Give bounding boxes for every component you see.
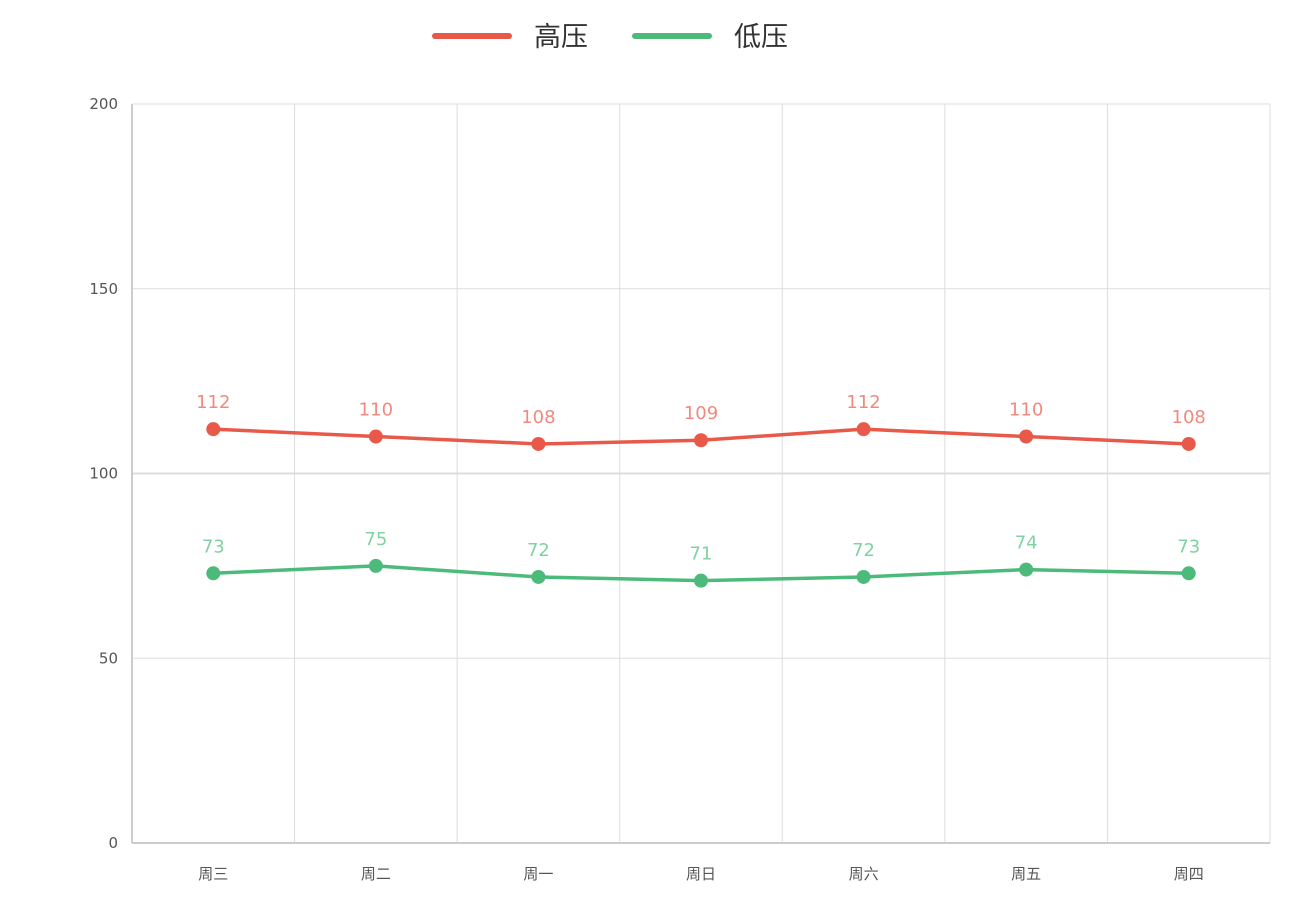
series-1: 73 75 72 71 72 74 73 [202, 529, 1200, 588]
data-point [694, 573, 708, 588]
data-label: 75 [364, 529, 387, 550]
data-point [206, 566, 221, 581]
y-tick-label: 100 [89, 465, 118, 483]
data-label: 109 [684, 403, 718, 424]
data-point [531, 569, 546, 584]
data-label: 72 [527, 540, 550, 561]
data-label: 112 [846, 392, 880, 413]
data-label: 71 [690, 544, 713, 565]
data-point [368, 558, 383, 573]
x-tick-label: 周六 [849, 865, 879, 883]
legend-swatch [432, 33, 512, 39]
x-tick-label: 周三 [198, 865, 228, 883]
series-layer: 112 110 108 109 112 110 108 73 75 72 71 72 74 73 [196, 392, 1206, 588]
data-label: 110 [359, 400, 393, 421]
data-point [368, 429, 383, 444]
x-tick-label: 周四 [1174, 865, 1204, 883]
y-tick-label: 50 [99, 649, 118, 667]
data-point [1181, 436, 1196, 451]
data-label: 73 [1177, 536, 1200, 557]
data-point [531, 436, 546, 451]
data-point [1019, 562, 1034, 577]
x-tick-label: 周日 [686, 865, 716, 883]
data-point [856, 569, 871, 584]
y-tick-label: 200 [89, 95, 118, 113]
data-label: 72 [852, 540, 875, 561]
axes: 0 50 100 150 200 周三 周二 周一 周日 周六 周五 周四 [89, 95, 1270, 883]
data-point [694, 433, 708, 448]
x-tick-label: 周二 [361, 865, 391, 883]
legend: 高压 低压 [432, 22, 788, 53]
data-point [1019, 429, 1034, 444]
series-0: 112 110 108 109 112 110 108 [196, 392, 1206, 451]
x-tick-label: 周一 [523, 865, 553, 883]
legend-swatch [632, 33, 712, 39]
data-label: 110 [1009, 400, 1043, 421]
data-point [206, 422, 221, 437]
data-label: 112 [196, 392, 230, 413]
data-label: 108 [1172, 407, 1206, 428]
data-label: 108 [521, 407, 555, 428]
grid-lines [131, 103, 1271, 844]
legend-label: 低压 [734, 22, 788, 53]
data-label: 73 [202, 536, 225, 557]
legend-item-1: 低压 [632, 22, 788, 53]
data-point [856, 422, 871, 437]
legend-item-0: 高压 [432, 22, 588, 53]
legend-label: 高压 [534, 22, 588, 53]
data-point [1181, 566, 1196, 581]
y-tick-label: 150 [89, 280, 118, 298]
data-label: 74 [1015, 533, 1038, 554]
x-tick-label: 周五 [1011, 865, 1041, 883]
y-tick-label: 0 [108, 834, 118, 852]
